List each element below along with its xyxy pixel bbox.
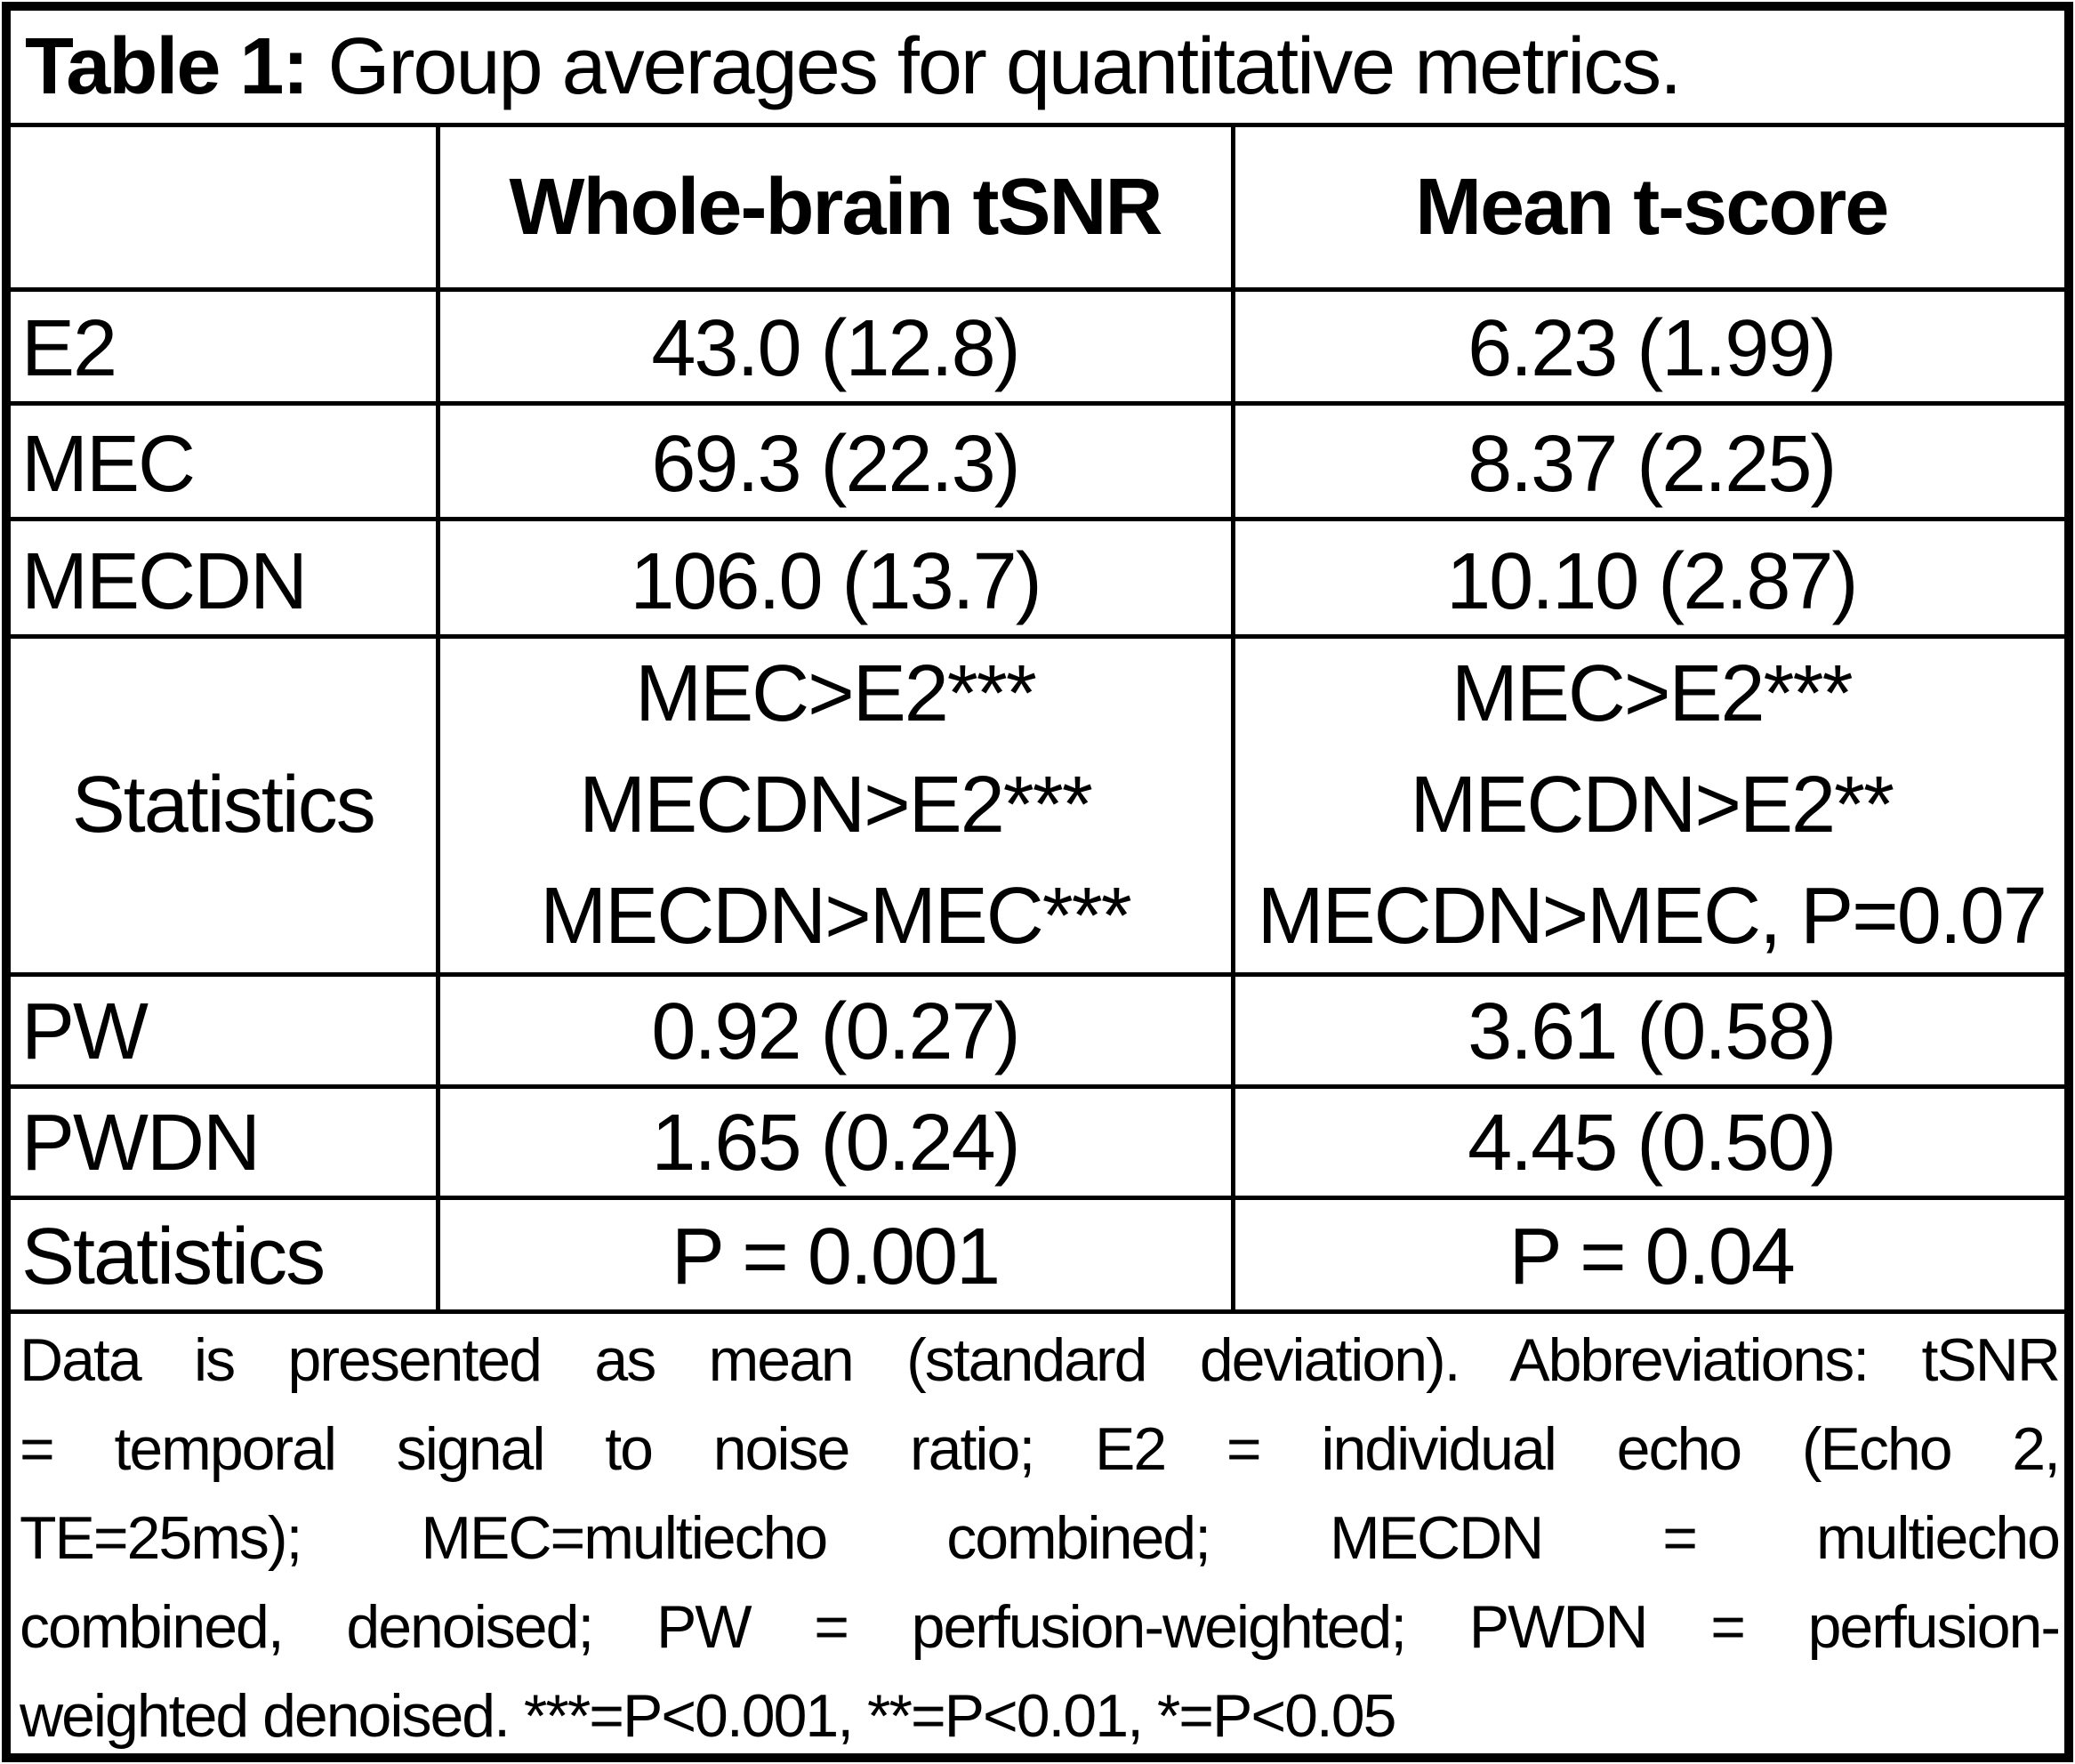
header-row: Whole-brain tSNR Mean t-score <box>11 122 2068 292</box>
table-row-statistics-perfusion: Statistics P = 0.001 P = 0.04 <box>11 1195 2068 1314</box>
row-label-statistics-2: Statistics <box>11 1195 440 1314</box>
row-label-pwdn: PWDN <box>11 1083 440 1200</box>
stat-line-mecdn-gt-e2: MECDN>E2*** <box>579 760 1093 850</box>
cell-mecdn-tscore: 10.10 (2.87) <box>1230 516 2068 639</box>
footnote-line-3: TE=25ms); MEC=multiecho combined; MECDN … <box>20 1503 2061 1572</box>
cell-statistics-tsnr: MEC>E2*** MECDN>E2*** MECDN>MEC*** <box>435 633 1235 977</box>
footnote-row: Data is presented as mean (standard devi… <box>11 1309 2068 1760</box>
cell-pw-tscore: 3.61 (0.58) <box>1230 971 2068 1089</box>
cell-statistics2-tscore: P = 0.04 <box>1230 1195 2068 1314</box>
table-row-pw: PW 0.92 (0.27) 3.61 (0.58) <box>11 971 2068 1089</box>
table-row-mec: MEC 69.3 (22.3) 8.37 (2.25) <box>11 400 2068 521</box>
table-title-label: Table 1: <box>25 21 309 111</box>
row-label-mec: MEC <box>11 400 440 521</box>
cell-pwdn-tsnr: 1.65 (0.24) <box>435 1083 1235 1200</box>
table-row-statistics-tsnr: Statistics MEC>E2*** MECDN>E2*** MECDN>M… <box>11 633 2068 977</box>
row-label-mecdn: MECDN <box>11 516 440 639</box>
cell-statistics2-tsnr: P = 0.001 <box>435 1195 1235 1314</box>
cell-mecdn-tsnr: 106.0 (13.7) <box>435 516 1235 639</box>
cell-e2-tscore: 6.23 (1.99) <box>1230 286 2068 406</box>
cell-statistics-tscore: MEC>E2*** MECDN>E2** MECDN>MEC, P=0.07 <box>1230 633 2068 977</box>
footnote-line-1: Data is presented as mean (standard devi… <box>20 1325 2061 1394</box>
cell-mec-tsnr: 69.3 (22.3) <box>435 400 1235 521</box>
metrics-table: Table 1: Group averages for quantitative… <box>11 11 2068 1760</box>
footnote: Data is presented as mean (standard devi… <box>11 1309 2068 1760</box>
table-title: Table 1: Group averages for quantitative… <box>11 11 2068 127</box>
cell-pw-tsnr: 0.92 (0.27) <box>435 971 1235 1089</box>
row-label-e2: E2 <box>11 286 440 406</box>
title-row: Table 1: Group averages for quantitative… <box>11 11 2068 127</box>
stat-line-mecdn-gt-mec: MECDN>MEC*** <box>540 871 1132 961</box>
footnote-line-5: weighted denoised. ***=P<0.001, **=P<0.0… <box>20 1681 1396 1750</box>
stat-line-mec-gt-e2: MEC>E2*** <box>635 648 1037 738</box>
column-header-whole-brain-tsnr: Whole-brain tSNR <box>435 122 1235 292</box>
table-title-text: Group averages for quantitative metrics. <box>327 21 1682 111</box>
row-label-statistics-1: Statistics <box>11 633 440 977</box>
stat-line-mecdn-gt-e2-tscore: MECDN>E2** <box>1410 760 1894 850</box>
cell-pwdn-tscore: 4.45 (0.50) <box>1230 1083 2068 1200</box>
footnote-line-2: = temporal signal to noise ratio; E2 = i… <box>20 1414 2061 1483</box>
stat-line-mec-gt-e2-tscore: MEC>E2*** <box>1451 648 1854 738</box>
cell-mec-tscore: 8.37 (2.25) <box>1230 400 2068 521</box>
row-label-pw: PW <box>11 971 440 1089</box>
table-row-pwdn: PWDN 1.65 (0.24) 4.45 (0.50) <box>11 1083 2068 1200</box>
header-blank-cell <box>11 122 440 292</box>
table-row-mecdn: MECDN 106.0 (13.7) 10.10 (2.87) <box>11 516 2068 639</box>
column-header-mean-t-score: Mean t-score <box>1230 122 2068 292</box>
cell-e2-tsnr: 43.0 (12.8) <box>435 286 1235 406</box>
table-row-e2: E2 43.0 (12.8) 6.23 (1.99) <box>11 286 2068 406</box>
footnote-line-4: combined, denoised; PW = perfusion-weigh… <box>20 1592 2061 1661</box>
stat-line-mecdn-gt-mec-tscore: MECDN>MEC, P=0.07 <box>1257 871 2047 961</box>
